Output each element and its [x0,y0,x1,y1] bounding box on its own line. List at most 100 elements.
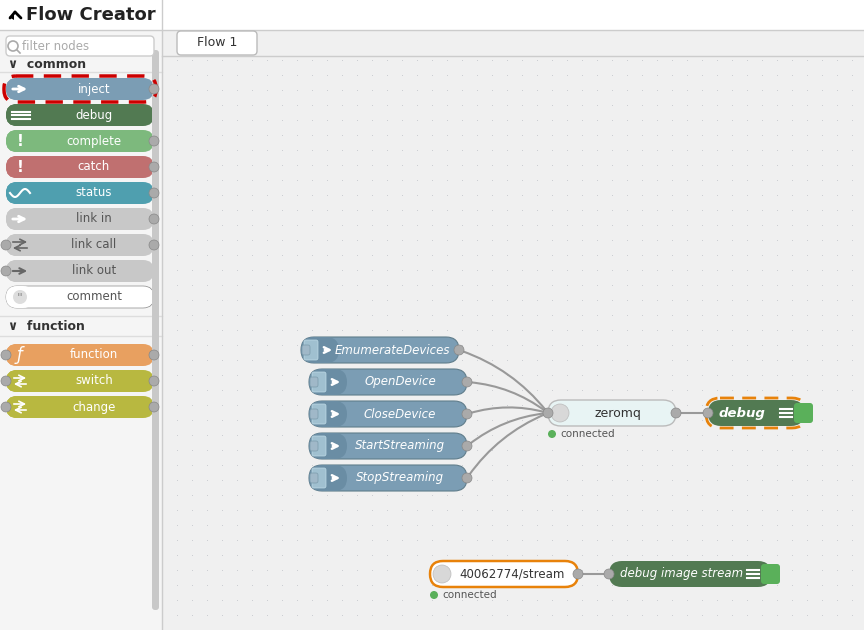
Text: catch: catch [78,161,110,173]
Text: !: ! [16,159,23,175]
FancyBboxPatch shape [0,0,864,30]
FancyBboxPatch shape [6,182,34,204]
Text: link in: link in [76,212,111,226]
FancyBboxPatch shape [309,369,467,395]
FancyBboxPatch shape [304,340,318,360]
Text: debug: debug [719,406,766,420]
FancyBboxPatch shape [309,465,467,491]
Text: zeromq: zeromq [594,406,641,420]
FancyBboxPatch shape [312,372,326,392]
Text: function: function [70,348,118,362]
FancyBboxPatch shape [6,104,34,126]
FancyBboxPatch shape [6,208,34,230]
Circle shape [1,266,11,276]
Text: EmumerateDevices: EmumerateDevices [334,343,450,357]
Circle shape [543,408,553,418]
FancyBboxPatch shape [309,401,467,427]
FancyBboxPatch shape [310,409,318,419]
Text: CloseDevice: CloseDevice [364,408,436,420]
Circle shape [149,350,159,360]
Circle shape [149,402,159,412]
FancyBboxPatch shape [761,564,780,584]
FancyBboxPatch shape [301,337,459,363]
Text: connected: connected [560,429,614,439]
Text: switch: switch [75,374,113,387]
FancyBboxPatch shape [6,130,154,152]
FancyBboxPatch shape [6,370,34,392]
FancyBboxPatch shape [310,441,318,451]
Circle shape [1,402,11,412]
FancyBboxPatch shape [6,344,34,366]
FancyBboxPatch shape [6,104,154,126]
Text: debug: debug [75,108,112,122]
Text: comment: comment [66,290,122,304]
FancyBboxPatch shape [6,156,34,178]
FancyBboxPatch shape [312,468,326,488]
FancyBboxPatch shape [548,400,676,426]
FancyBboxPatch shape [302,345,310,355]
Circle shape [671,408,681,418]
Text: OpenDevice: OpenDevice [364,375,435,389]
Circle shape [703,408,713,418]
FancyBboxPatch shape [309,465,347,491]
Text: debug image stream: debug image stream [620,568,744,580]
Circle shape [433,565,451,583]
Text: ∨  common: ∨ common [8,57,86,71]
Text: StopStreaming: StopStreaming [356,471,444,484]
FancyBboxPatch shape [152,50,159,610]
Circle shape [1,350,11,360]
Text: link out: link out [72,265,116,277]
FancyBboxPatch shape [310,473,318,483]
FancyBboxPatch shape [430,561,578,587]
Text: ": " [17,292,23,304]
FancyBboxPatch shape [708,400,804,426]
FancyBboxPatch shape [310,377,318,387]
FancyBboxPatch shape [794,403,813,423]
Circle shape [149,84,159,94]
Circle shape [149,162,159,172]
FancyBboxPatch shape [6,260,34,282]
Circle shape [454,345,464,355]
Circle shape [149,376,159,386]
FancyBboxPatch shape [6,260,154,282]
Circle shape [462,409,472,419]
FancyBboxPatch shape [6,182,154,204]
Circle shape [548,430,556,438]
FancyBboxPatch shape [6,78,34,100]
FancyBboxPatch shape [6,208,154,230]
Text: Flow 1: Flow 1 [197,37,238,50]
Text: link call: link call [72,239,117,251]
FancyBboxPatch shape [6,130,34,152]
Text: StartStreaming: StartStreaming [355,440,445,452]
FancyBboxPatch shape [0,30,162,630]
Circle shape [1,240,11,250]
Circle shape [13,290,27,304]
FancyBboxPatch shape [6,286,154,308]
FancyBboxPatch shape [312,404,326,424]
FancyBboxPatch shape [6,78,154,100]
Text: inject: inject [78,83,111,96]
Circle shape [1,376,11,386]
Text: filter nodes: filter nodes [22,40,89,52]
Text: change: change [73,401,116,413]
FancyBboxPatch shape [6,234,154,256]
FancyBboxPatch shape [6,344,154,366]
FancyBboxPatch shape [309,369,347,395]
FancyBboxPatch shape [301,337,339,363]
Circle shape [573,569,583,579]
FancyBboxPatch shape [6,286,34,308]
Circle shape [149,214,159,224]
FancyBboxPatch shape [177,31,257,55]
FancyBboxPatch shape [6,36,154,56]
FancyBboxPatch shape [162,30,864,630]
FancyBboxPatch shape [309,433,467,459]
FancyBboxPatch shape [312,436,326,456]
Circle shape [430,591,438,599]
Circle shape [149,188,159,198]
Text: Flow Creator: Flow Creator [26,6,156,24]
FancyBboxPatch shape [6,396,154,418]
FancyBboxPatch shape [309,433,347,459]
Polygon shape [9,14,14,20]
FancyBboxPatch shape [6,234,34,256]
FancyBboxPatch shape [6,396,34,418]
